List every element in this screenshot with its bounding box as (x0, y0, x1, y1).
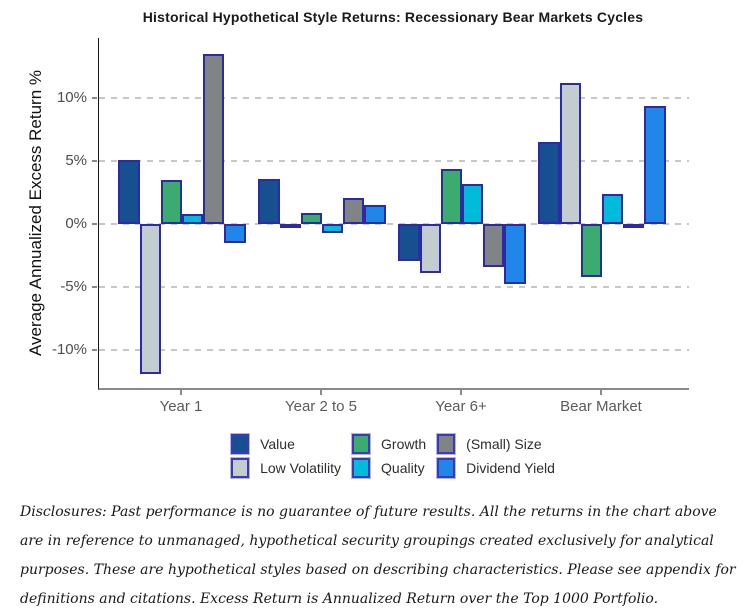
bar-value-4 (538, 142, 560, 224)
bar-small-size-4 (623, 224, 645, 228)
y-tick-mark (92, 349, 97, 351)
y-tick-label: -5% (60, 278, 87, 295)
legend-label: Dividend Yield (466, 459, 555, 476)
legend-label: Value (260, 435, 295, 452)
x-tick-mark (460, 390, 462, 395)
y-tick-mark (92, 223, 97, 225)
chart-title: Historical Hypothetical Style Returns: R… (142, 9, 644, 25)
y-tick-mark (92, 97, 97, 99)
legend-item: Value (231, 433, 341, 454)
x-tick-mark (320, 390, 322, 395)
legend-label: Growth (381, 435, 427, 452)
bar-growth-1 (160, 179, 182, 224)
legend-column: Growth Quality (352, 433, 426, 478)
bar-growth-2 (300, 212, 322, 224)
bar-dividend-yield-3 (504, 224, 526, 285)
bar-low-volatility-1 (139, 224, 161, 374)
bar-quality-1 (182, 213, 204, 224)
disclosures-text: Disclosures: Past performance is no guar… (20, 504, 736, 607)
bar-low-volatility-3 (419, 224, 441, 274)
legend-swatch (231, 457, 250, 478)
legend: Value Low Volatility Growth Quality (Small) … (98, 433, 688, 478)
plot-area (98, 38, 689, 390)
bar-small-size-1 (203, 53, 225, 224)
x-axis-label-2: Year 2 to 5 (284, 398, 357, 415)
legend-label: (Small) Size (466, 435, 542, 452)
y-tick-label: -10% (51, 341, 87, 358)
legend-swatch (352, 457, 371, 478)
legend-label: Low Volatility (260, 459, 342, 476)
legend-item: (Small) Size (437, 433, 555, 454)
y-tick-label: 0% (65, 215, 87, 232)
x-axis-label-1: Year 1 (159, 398, 203, 415)
x-tick-mark (600, 390, 602, 395)
gridline-10% (99, 97, 689, 99)
bar-value-2 (258, 178, 280, 224)
bar-low-volatility-2 (279, 224, 301, 228)
legend-column: Value Low Volatility (231, 433, 341, 478)
legend-item: Low Volatility (231, 457, 341, 478)
bar-growth-3 (440, 168, 462, 224)
bar-quality-3 (462, 183, 484, 224)
gridline-5% (99, 160, 689, 162)
gridline--10% (99, 349, 689, 351)
legend-swatch (352, 433, 371, 454)
bar-growth-4 (580, 224, 602, 277)
bar-quality-2 (322, 224, 344, 233)
legend-swatch (437, 433, 456, 454)
y-tick-label: 5% (65, 152, 87, 169)
gridline--5% (99, 286, 689, 288)
legend-swatch (231, 433, 250, 454)
y-axis-title: Average Annualized Excess Return % (26, 69, 45, 357)
bar-quality-4 (602, 193, 624, 224)
bar-value-1 (118, 159, 140, 224)
legend-label: Quality (381, 459, 425, 476)
legend-item: Quality (352, 457, 426, 478)
x-tick-mark (180, 390, 182, 395)
bar-dividend-yield-2 (364, 205, 386, 224)
gridline-0% (99, 223, 689, 225)
x-axis-label-3: Year 6+ (435, 398, 487, 415)
legend-item: Growth (352, 433, 426, 454)
bar-low-volatility-4 (559, 82, 581, 224)
bar-small-size-3 (483, 224, 505, 267)
legend-column: (Small) Size Dividend Yield (437, 433, 555, 478)
y-tick-label: 10% (56, 89, 87, 106)
x-axis-label-4: Bear Market (560, 398, 642, 415)
legend-swatch (437, 457, 456, 478)
y-tick-mark (92, 160, 97, 162)
bar-value-3 (398, 224, 420, 261)
bar-dividend-yield-1 (224, 224, 246, 243)
y-tick-mark (92, 286, 97, 288)
bar-small-size-2 (343, 197, 365, 224)
bar-dividend-yield-4 (644, 105, 666, 224)
legend-item: Dividend Yield (437, 457, 555, 478)
